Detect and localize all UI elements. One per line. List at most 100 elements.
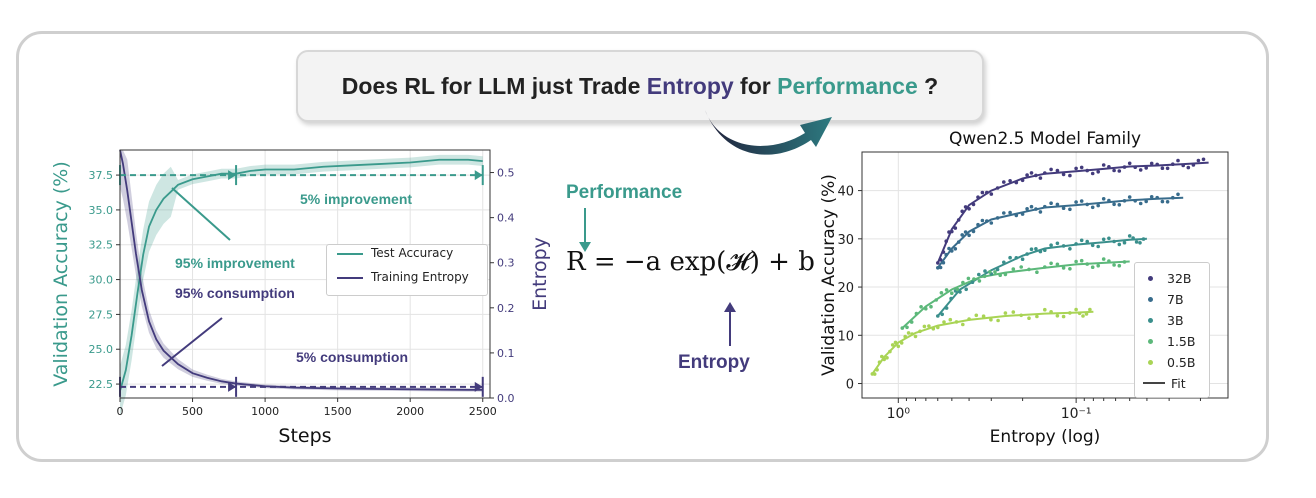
- data-point-32B: [1186, 165, 1191, 170]
- arrow-head: [474, 170, 483, 181]
- data-point-3B: [1090, 243, 1095, 248]
- data-point-1.5B: [900, 326, 905, 330]
- data-point-32B: [1127, 161, 1132, 166]
- data-point-32B: [1122, 165, 1127, 169]
- data-point-1.5B: [961, 280, 965, 285]
- x-tick-label: 10⁻¹: [1061, 406, 1092, 422]
- data-point-3B: [964, 287, 968, 292]
- data-point-0.5B: [1081, 314, 1085, 318]
- data-point-3B: [1107, 236, 1111, 241]
- data-point-7B: [1085, 202, 1089, 207]
- data-point-32B: [936, 261, 940, 265]
- data-point-7B: [1101, 197, 1106, 201]
- data-point-3B: [1034, 247, 1038, 251]
- data-point-1.5B: [934, 298, 938, 302]
- data-point-1.5B: [955, 287, 960, 292]
- legend-item: 3B: [1143, 311, 1184, 329]
- data-point-7B: [995, 216, 1000, 220]
- data-point-3B: [936, 314, 940, 318]
- data-point-7B: [956, 240, 961, 244]
- data-point-7B: [1112, 202, 1116, 207]
- legend-label: 3B: [1167, 312, 1184, 328]
- data-point-0.5B: [1035, 314, 1039, 319]
- data-point-1.5B: [1027, 267, 1031, 272]
- data-point-0.5B: [1088, 307, 1092, 312]
- data-point-1.5B: [905, 325, 909, 330]
- data-point-0.5B: [989, 317, 993, 322]
- data-point-7B: [1144, 199, 1148, 204]
- data-point-1.5B: [1096, 263, 1100, 268]
- data-point-7B: [1079, 199, 1084, 203]
- y-right-tick-label: 0.5: [497, 167, 515, 180]
- data-point-0.5B: [893, 340, 898, 345]
- x-axis-label: Entropy (log): [990, 427, 1101, 447]
- data-point-1.5B: [966, 276, 971, 281]
- pointer-line: [171, 187, 231, 241]
- data-point-1.5B: [1101, 257, 1106, 261]
- legend-swatch: [1148, 296, 1153, 302]
- data-point-3B: [1117, 242, 1122, 247]
- banner-word-entropy: Entropy: [646, 72, 734, 99]
- x-tick-label: 10⁰: [887, 406, 911, 422]
- data-point-7B: [953, 247, 958, 251]
- data-point-3B: [1141, 237, 1146, 241]
- data-point-7B: [1002, 211, 1006, 215]
- y-right-tick-label: 0.4: [497, 212, 515, 225]
- data-point-32B: [950, 229, 954, 234]
- y-axis-label: Validation Accuracy (%): [50, 161, 72, 387]
- legend-item: Fit: [1143, 374, 1186, 392]
- data-point-0.5B: [885, 356, 889, 360]
- data-point-32B: [967, 207, 971, 211]
- data-point-0.5B: [913, 334, 918, 339]
- data-point-7B: [1061, 206, 1066, 210]
- data-point-3B: [1131, 236, 1135, 240]
- y-right-axis-label: Entropy: [529, 237, 551, 311]
- data-point-0.5B: [899, 341, 904, 345]
- data-point-7B: [941, 260, 946, 265]
- data-point-3B: [1029, 247, 1034, 251]
- data-point-7B: [1043, 204, 1047, 209]
- data-point-3B: [1049, 243, 1053, 247]
- data-point-0.5B: [903, 334, 907, 339]
- banner-text-3: ?: [917, 72, 939, 99]
- data-point-0.5B: [875, 368, 879, 372]
- data-point-32B: [1176, 158, 1180, 163]
- data-point-0.5B: [961, 322, 965, 327]
- data-point-32B: [1117, 169, 1122, 173]
- data-point-1.5B: [972, 277, 976, 281]
- data-point-32B: [1055, 168, 1060, 173]
- data-point-7B: [1133, 199, 1137, 203]
- data-point-32B: [1085, 168, 1089, 173]
- y-right-tick-label: 0.3: [497, 257, 515, 270]
- data-point-0.5B: [1019, 313, 1023, 318]
- plot-frame: [119, 149, 491, 399]
- data-point-7B: [938, 265, 943, 270]
- data-point-0.5B: [1074, 307, 1078, 312]
- data-point-32B: [995, 186, 1000, 190]
- data-point-7B: [1160, 199, 1165, 204]
- up-arrow-icon: [724, 302, 736, 346]
- data-point-0.5B: [1084, 312, 1089, 316]
- data-point-0.5B: [882, 357, 886, 362]
- y-tick-label: 30.0: [89, 274, 114, 287]
- data-point-7B: [1068, 207, 1072, 212]
- data-point-0.5B: [872, 372, 877, 376]
- data-point-1.5B: [1112, 263, 1116, 267]
- data-point-32B: [1049, 167, 1053, 172]
- data-point-3B: [995, 267, 1000, 272]
- data-point-3B: [1061, 244, 1066, 248]
- banner-word-performance: Performance: [777, 72, 918, 99]
- x-axis-label: Steps: [278, 425, 331, 447]
- data-point-0.5B: [896, 344, 901, 349]
- data-point-7B: [1025, 207, 1029, 211]
- data-point-3B: [983, 269, 987, 273]
- data-point-3B: [977, 272, 981, 277]
- data-point-1.5B: [1085, 262, 1089, 266]
- legend-swatch: [1148, 359, 1153, 365]
- annotation-95pct-improvement: 95% improvement: [175, 255, 295, 271]
- data-point-32B: [1191, 163, 1196, 167]
- data-point-1.5B: [914, 311, 919, 316]
- data-point-7B: [1029, 204, 1034, 209]
- legend-label: 7B: [1167, 291, 1184, 307]
